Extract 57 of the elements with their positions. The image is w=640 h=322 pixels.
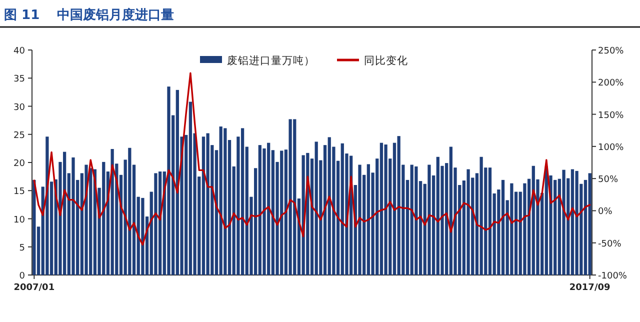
y-tick-label: 25: [14, 130, 25, 141]
y2-tick-label: 0%: [598, 207, 613, 218]
bar: [570, 169, 574, 275]
bar: [575, 170, 578, 275]
bar: [414, 166, 418, 275]
legend-label: 废铝进口量万吨）: [227, 54, 315, 67]
bar: [428, 164, 431, 275]
bar: [588, 173, 592, 275]
bar: [466, 169, 470, 275]
bar: [240, 128, 244, 275]
y-tick-label: 30: [14, 102, 26, 113]
y-tick-label: 0: [19, 272, 26, 282]
bar: [523, 183, 526, 275]
y2-tick-label: 50%: [598, 175, 618, 186]
bar: [384, 144, 388, 275]
y-tick-label: 40: [14, 46, 26, 56]
bar: [46, 136, 49, 275]
y-tick-label: 20: [14, 159, 26, 169]
bar: [562, 170, 566, 275]
bar: [358, 164, 362, 275]
bar: [314, 142, 318, 275]
bar: [410, 164, 414, 275]
bar: [72, 157, 75, 275]
bar: [380, 142, 384, 275]
y2-tick-label: 100%: [598, 142, 624, 153]
legend-label: 同比变化: [364, 54, 408, 67]
bar: [510, 183, 514, 275]
bar: [154, 173, 158, 275]
y2-tick-label: -50%: [598, 239, 622, 250]
bar: [110, 149, 114, 275]
bar: [501, 180, 505, 275]
y2-tick-label: -100%: [598, 272, 628, 282]
bar: [224, 128, 227, 275]
bar: [167, 86, 170, 275]
bar: [188, 102, 192, 275]
x-tick-label: 2017/09: [569, 283, 610, 293]
bar: [202, 136, 206, 275]
y2-tick-label: 250%: [598, 46, 624, 56]
y-tick-label: 5: [19, 243, 25, 254]
bar: [206, 133, 210, 275]
bar: [480, 156, 483, 275]
bar: [219, 126, 222, 275]
y-tick-label: 10: [14, 215, 26, 226]
bar: [397, 136, 400, 275]
bar: [62, 152, 66, 275]
y2-tick-label: 200%: [598, 78, 624, 89]
bar: [128, 148, 132, 275]
bar: [288, 119, 292, 275]
bar: [141, 198, 144, 275]
y-tick-label: 35: [14, 74, 25, 85]
bar: [488, 168, 492, 275]
y-tick-label: 15: [14, 187, 25, 198]
x-tick-label: 2007/01: [14, 283, 55, 293]
bar: [32, 180, 36, 275]
title: 图 11 中国废铝月度进口量: [4, 8, 174, 23]
y2-tick-label: 150%: [598, 110, 624, 121]
bar: [84, 164, 88, 275]
